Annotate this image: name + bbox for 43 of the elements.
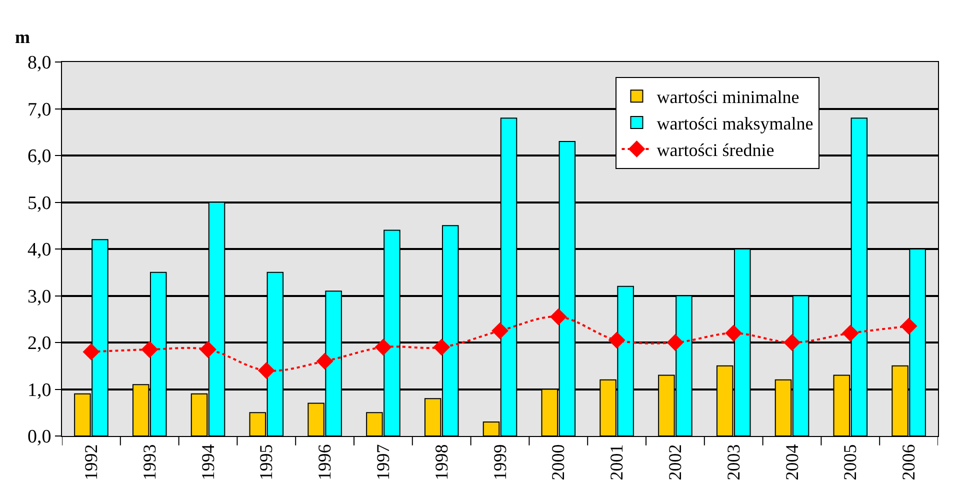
- point: [316, 352, 334, 370]
- y-tick-label: 8,0: [27, 52, 52, 74]
- legend-label: wartości średnie: [656, 140, 774, 160]
- point: [608, 332, 626, 349]
- point: [200, 341, 216, 358]
- legend-label: wartości minimalne: [656, 87, 800, 108]
- y-tick-label: 6,0: [27, 146, 52, 168]
- x-tick-label: 2004: [782, 444, 802, 480]
- point: [492, 322, 508, 340]
- x-tick-label: 2002: [665, 444, 686, 480]
- point: [550, 308, 567, 326]
- point: [784, 334, 800, 351]
- y-axis-title: m: [15, 27, 30, 47]
- x-tick-label: 1995: [256, 444, 276, 480]
- point: [141, 341, 158, 358]
- x-tick-label: 2006: [898, 444, 919, 480]
- y-tick-label: 3,0: [27, 286, 52, 308]
- x-tick-label: 1992: [81, 444, 102, 480]
- point: [433, 338, 450, 356]
- point: [842, 324, 859, 342]
- point: [725, 324, 742, 342]
- x-tick-label: 1993: [139, 444, 160, 480]
- point: [666, 334, 684, 351]
- point: [900, 318, 918, 335]
- x-tick-label: 1996: [314, 444, 335, 480]
- x-tick-label: 1994: [198, 444, 218, 480]
- x-tick-label: 1997: [373, 444, 394, 480]
- x-tick-label: 2000: [548, 444, 568, 480]
- y-tick-label: 1,0: [27, 380, 52, 401]
- x-tick-label: 2001: [606, 444, 627, 480]
- y-tick-label: 4,0: [27, 240, 52, 261]
- point: [258, 362, 275, 379]
- y-tick-label: 2,0: [27, 333, 52, 354]
- x-tick-label: 2005: [840, 444, 860, 480]
- y-tick-label: 5,0: [27, 192, 52, 214]
- point: [374, 338, 392, 356]
- y-tick-label: 0,0: [27, 426, 52, 448]
- legend-label: wartości maksymalne: [656, 114, 814, 134]
- x-tick-label: 1999: [490, 444, 510, 480]
- point: [82, 343, 100, 360]
- y-tick-label: 7,0: [27, 99, 52, 120]
- x-tick-label: 2003: [723, 444, 744, 480]
- x-tick-label: 1998: [431, 444, 452, 480]
